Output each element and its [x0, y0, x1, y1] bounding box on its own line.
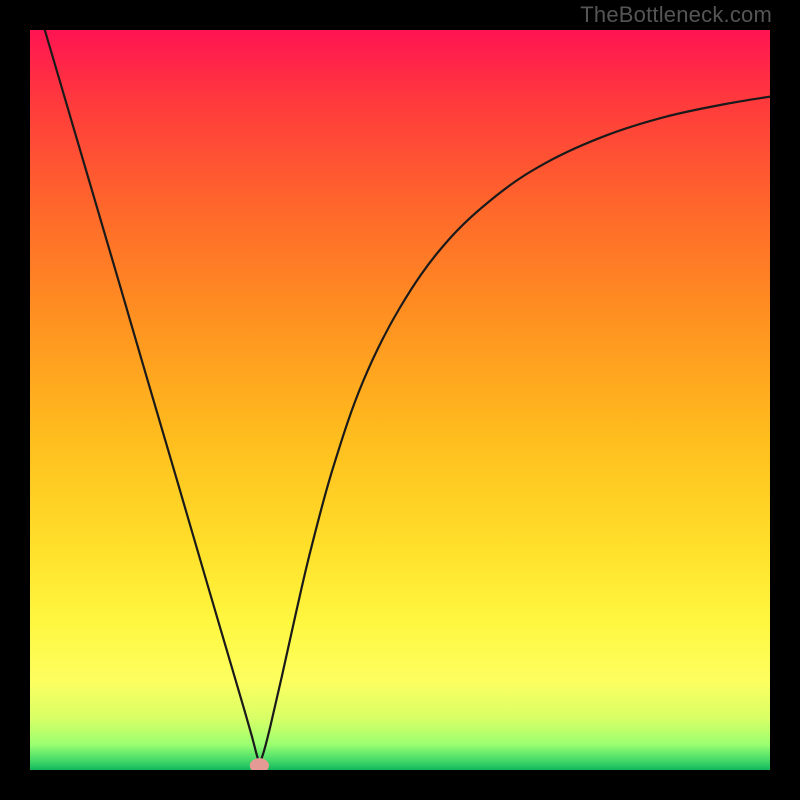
- bottleneck-chart: [30, 30, 770, 770]
- plot-area: [30, 30, 770, 770]
- gradient-background: [30, 30, 770, 770]
- chart-frame: TheBottleneck.com: [0, 0, 800, 800]
- watermark-text: TheBottleneck.com: [580, 2, 772, 28]
